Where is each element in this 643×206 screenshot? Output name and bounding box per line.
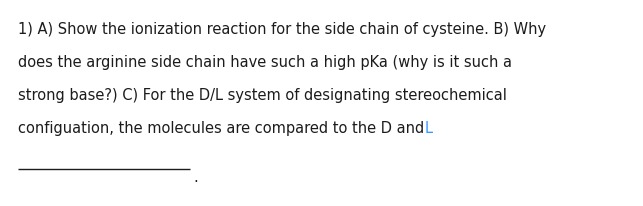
Text: configuation, the molecules are compared to the D and: configuation, the molecules are compared… [18,121,429,135]
Text: 1) A) Show the ionization reaction for the side chain of cysteine. B) Why: 1) A) Show the ionization reaction for t… [18,22,546,37]
Text: strong base?) C) For the D/L system of designating stereochemical: strong base?) C) For the D/L system of d… [18,88,507,103]
Text: L: L [425,121,433,135]
Text: does the arginine side chain have such a high pKa (why is it such a: does the arginine side chain have such a… [18,55,512,70]
Text: .: . [193,169,198,184]
